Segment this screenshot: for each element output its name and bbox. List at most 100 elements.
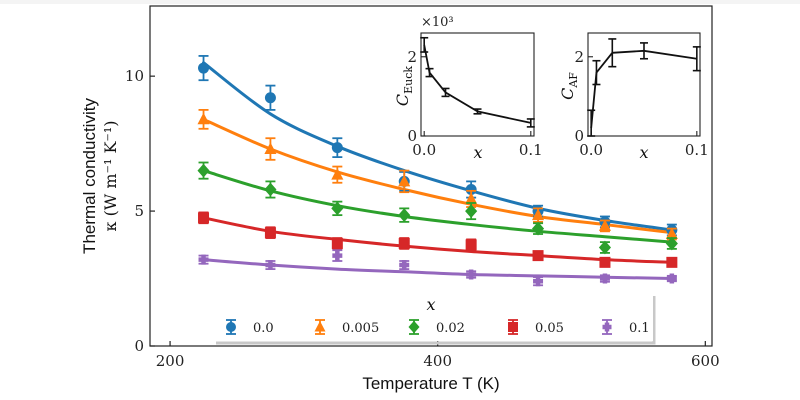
- data-point-0.0: [465, 183, 477, 195]
- y-axis-label: Thermal conductivity κ (W m⁻¹ K⁻¹): [80, 98, 120, 254]
- fit-line-0.005: [202, 117, 674, 235]
- legend-label: 0.1: [629, 321, 650, 336]
- fit-line-0.1: [202, 258, 674, 281]
- inset1-y-label-main: C: [393, 94, 412, 106]
- y-axis-label-line1: Thermal conductivity: [80, 98, 99, 254]
- data-point-0.005: [465, 192, 478, 204]
- data-point-0.02: [398, 208, 411, 223]
- data-point-0.1: [198, 254, 209, 265]
- inset-y-tick-label: 0: [407, 127, 417, 145]
- data-point-0.1: [666, 273, 677, 284]
- data-point-0.02: [264, 182, 277, 197]
- main-fit-lines: [202, 61, 674, 281]
- inset-x-tick-label: 0.1: [685, 141, 709, 159]
- x-tick-label: 400: [423, 352, 452, 370]
- data-point-0.02: [465, 204, 478, 218]
- inset-y-tick-label: 0: [574, 127, 584, 145]
- legend-marker-0.005: [314, 321, 326, 332]
- data-point-0.05: [264, 227, 276, 239]
- legend-label: 0.05: [535, 321, 564, 336]
- data-point-0.0: [331, 142, 343, 154]
- inset1-scale-label: ×10³: [421, 15, 454, 30]
- inset1-x-label: x: [473, 143, 482, 162]
- legend-label: 0.02: [436, 321, 465, 336]
- data-point-0.05: [666, 256, 678, 268]
- legend-item: 0.05: [508, 319, 564, 336]
- legend: x 0.0 0.005 0.02 0.05 0.1: [213, 294, 656, 345]
- legend-item: 0.005: [314, 319, 379, 336]
- inset2-content: 0.0 0.1 0 2: [574, 38, 709, 159]
- data-point-0.005: [398, 174, 411, 187]
- fit-line-0.0: [202, 61, 674, 232]
- data-point-0.005: [331, 168, 344, 180]
- legend-marker-0.05: [508, 322, 518, 332]
- data-point-0.1: [399, 260, 410, 271]
- main-data-points: [197, 55, 678, 287]
- x-tick-label: 600: [691, 352, 720, 370]
- main-axes-frame: [149, 5, 713, 347]
- legend-label: 0.005: [342, 321, 379, 336]
- svg-text:CEuck: CEuck: [393, 66, 415, 107]
- legend-items: 0.0 0.005 0.02 0.05 0.1: [226, 319, 650, 336]
- data-point-0.005: [598, 219, 612, 231]
- inset1-content: 0.0 0.1 0 2: [407, 36, 543, 159]
- data-point-0.005: [531, 208, 545, 221]
- data-point-0.05: [465, 239, 477, 251]
- y-tick-label: 5: [134, 202, 144, 220]
- inset1-y-label: CEuck: [393, 66, 415, 107]
- data-point-0.02: [531, 221, 545, 236]
- y-tick-label: 0: [134, 337, 144, 355]
- data-point-0.1: [599, 273, 610, 284]
- svg-text:CAF: CAF: [558, 72, 580, 100]
- data-point-0.05: [198, 212, 210, 224]
- main-ticks: 200 400 600 0 5 10: [125, 67, 720, 370]
- data-point-0.05: [331, 237, 343, 249]
- y-axis-label-line2: κ (W m⁻¹ K⁻¹): [101, 120, 120, 231]
- data-point-0.02: [598, 240, 612, 255]
- y-tick-label: 10: [125, 67, 144, 85]
- data-point-0.05: [532, 250, 544, 262]
- legend-marker-0.1: [602, 322, 612, 332]
- data-point-0.005: [197, 112, 210, 125]
- fit-line-0.05: [202, 216, 674, 264]
- inset2-y-label-main: C: [558, 88, 577, 100]
- legend-marker-0.02: [408, 320, 420, 334]
- data-point-0.1: [265, 260, 276, 271]
- inset-x-tick-label: 0.1: [519, 141, 543, 159]
- fit-line-0.02: [202, 169, 674, 244]
- inset2-y-label-sub: AF: [567, 72, 580, 89]
- data-point-0.02: [665, 236, 678, 251]
- inset-y-tick-label: 2: [574, 48, 584, 66]
- x-axis-label: Temperature T (K): [362, 374, 499, 393]
- legend-box: [213, 294, 653, 341]
- x-tick-label: 200: [156, 352, 185, 370]
- data-point-0.05: [398, 237, 410, 249]
- inset-error-bar: [587, 109, 596, 137]
- top-bar: [0, 0, 800, 4]
- legend-label: 0.0: [253, 321, 274, 336]
- inset2-x-label: x: [639, 143, 648, 162]
- inset-x-tick-label: 0.0: [412, 141, 436, 159]
- data-point-0.0: [264, 92, 276, 104]
- x-axis-label-text: Temperature T (K): [362, 374, 499, 393]
- data-point-0.005: [264, 142, 277, 154]
- data-point-0.1: [332, 250, 343, 261]
- legend-title: x: [426, 295, 435, 314]
- inset2-y-label: CAF: [558, 72, 580, 100]
- inset-x-tick-label: 0.0: [579, 141, 603, 159]
- inset-y-tick-label: 2: [407, 48, 417, 66]
- data-point-0.005: [665, 227, 678, 239]
- legend-marker-0.0: [226, 322, 236, 332]
- data-point-0.1: [466, 269, 477, 280]
- inset-c-euck: ×10³ 0.0 0.1 0 2 CEuck x: [393, 15, 543, 162]
- data-point-0.1: [533, 276, 544, 287]
- legend-item: 0.1: [602, 319, 650, 336]
- data-point-0.0: [198, 62, 210, 74]
- legend-item: 0.0: [226, 319, 274, 336]
- legend-shadow: [216, 296, 656, 345]
- legend-item: 0.02: [408, 319, 465, 336]
- inset-c-af: 0.0 0.1 0 2 CAF x: [558, 32, 709, 162]
- inset1-y-label-sub: Euck: [402, 66, 415, 94]
- data-point-0.02: [331, 201, 344, 216]
